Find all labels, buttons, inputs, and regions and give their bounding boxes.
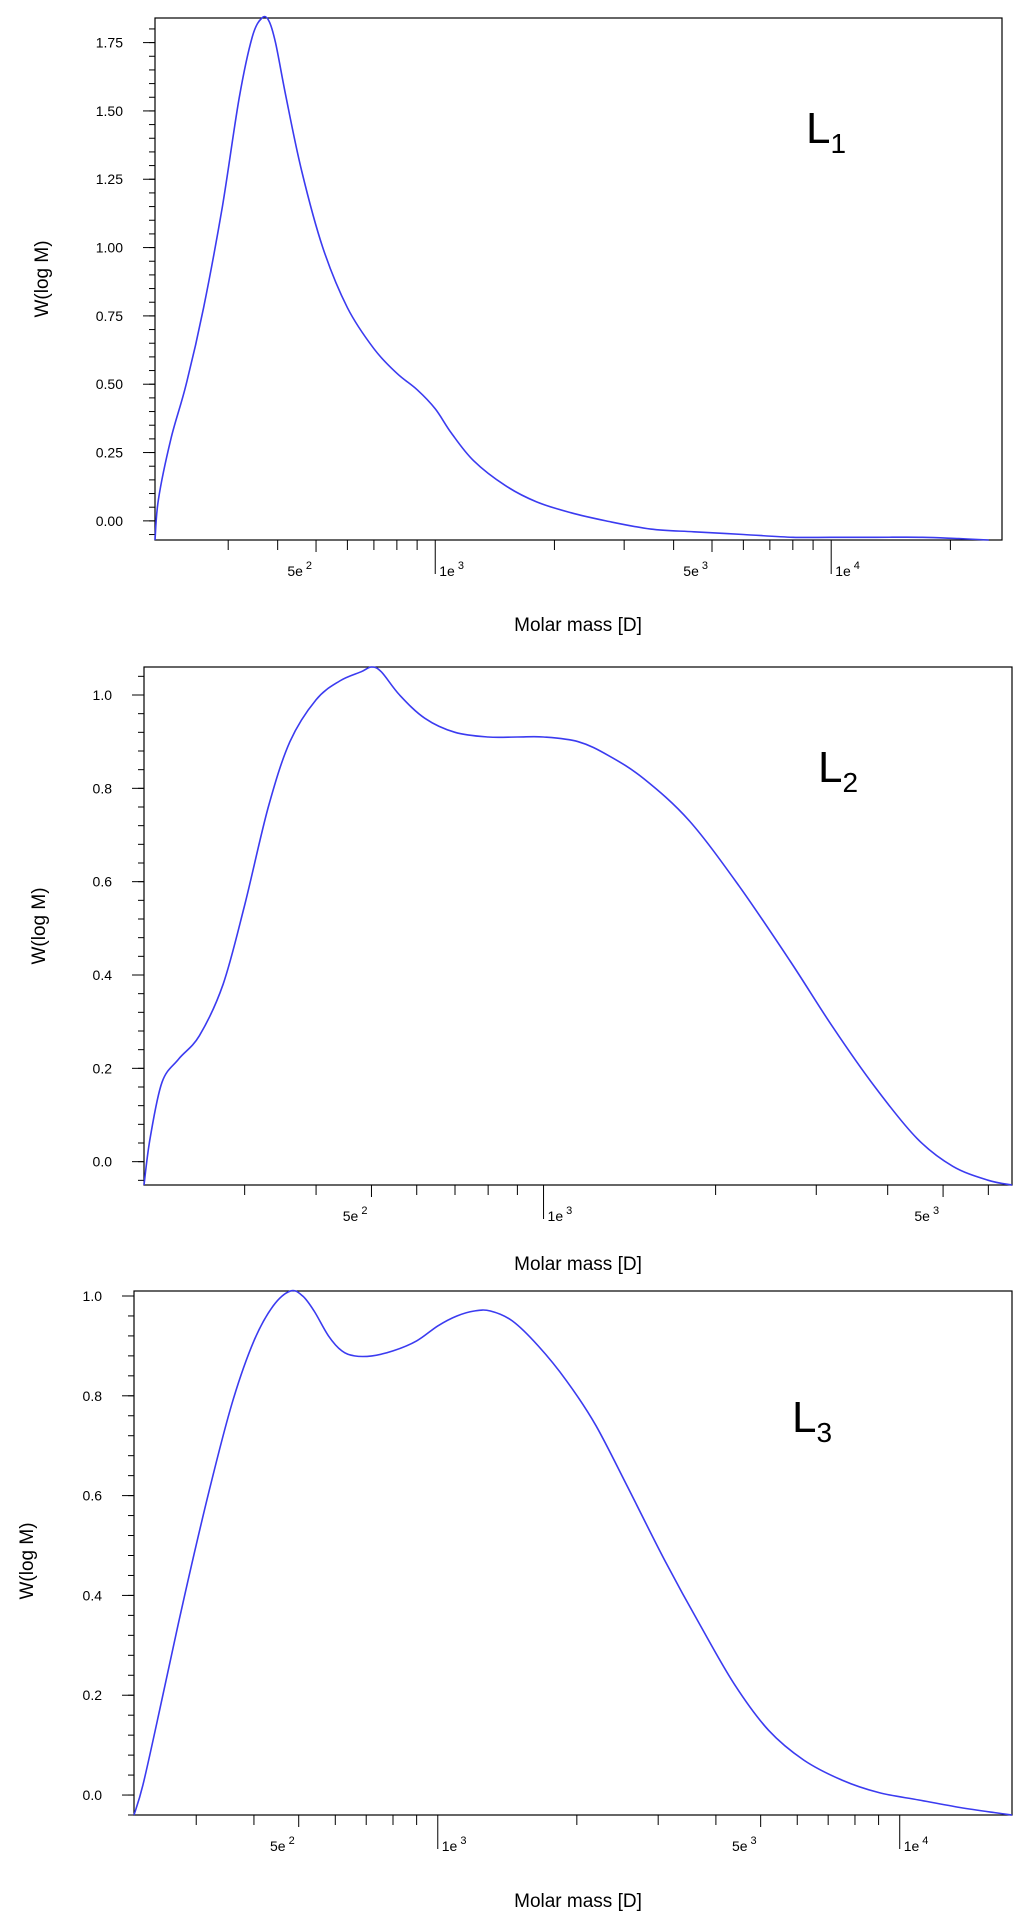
y-tick-label: 0.25 xyxy=(96,445,123,461)
x-tick-mantissa: 1e xyxy=(835,563,851,579)
panel-label: L2 xyxy=(818,743,858,798)
y-tick-label: 0.4 xyxy=(83,1587,103,1603)
y-tick-label: 0.75 xyxy=(96,308,123,324)
panel-label-subscript: 3 xyxy=(816,1417,832,1448)
y-tick-label: 0.00 xyxy=(96,513,123,529)
y-tick-label: 1.50 xyxy=(96,103,123,119)
x-tick-exponent: 3 xyxy=(933,1205,939,1217)
panel-label-subscript: 2 xyxy=(842,767,858,798)
y-axis-title: W(log M) xyxy=(17,1522,38,1599)
x-ticks: 5e 2 1e 3 5e 3 1e 4 xyxy=(227,540,951,579)
x-ticks: 5e 2 1e 3 5e 3 xyxy=(244,1185,989,1224)
x-tick-label: 1e 3 xyxy=(548,1205,573,1224)
y-tick-label: 0.50 xyxy=(96,376,123,392)
x-tick-mantissa: 1e xyxy=(904,1838,920,1854)
x-tick-label: 1e 4 xyxy=(904,1835,929,1854)
plot-frame xyxy=(154,17,1003,541)
chart-panel-1: 0.000.250.500.751.001.251.501.75 5e 2 1e 3 5… xyxy=(32,15,1003,636)
x-tick-label: 1e 4 xyxy=(835,560,860,579)
x-tick-exponent: 2 xyxy=(306,560,312,572)
y-ticks: 0.00 0.25 0.50 0.75 1.00 1.25 1.50 1.75 xyxy=(96,28,155,536)
x-tick-label: 5e 2 xyxy=(287,560,312,579)
x-tick-mantissa: 5e xyxy=(683,563,699,579)
x-tick-label: 5e 3 xyxy=(914,1205,939,1224)
x-tick-exponent: 2 xyxy=(361,1205,367,1217)
y-tick-label: 1.0 xyxy=(83,1288,103,1304)
series-line xyxy=(133,1289,1013,1816)
x-axis-title: Molar mass [D] xyxy=(514,615,642,636)
x-tick-mantissa: 5e xyxy=(270,1838,286,1854)
panel-label-main: L xyxy=(792,1393,816,1442)
series-line xyxy=(143,666,1013,1186)
y-axis-title: W(log M) xyxy=(32,240,53,317)
y-tick-label: 0.0 xyxy=(93,1154,113,1170)
series-line xyxy=(154,15,989,541)
y-tick-label: 0.8 xyxy=(83,1388,103,1404)
x-tick-exponent: 3 xyxy=(566,1205,572,1217)
chart-panel-2: 0.00.20.40.60.81.0 5e 2 1e 3 5e 3 Molar mass … xyxy=(29,666,1013,1275)
y-tick-label: 0.0 xyxy=(83,1787,103,1803)
y-tick-label: 1.0 xyxy=(93,687,113,703)
x-tick-exponent: 3 xyxy=(702,560,708,572)
panel-label-main: L xyxy=(806,104,830,153)
x-tick-mantissa: 5e xyxy=(732,1838,748,1854)
x-axis-title: Molar mass [D] xyxy=(514,1891,642,1912)
x-tick-exponent: 3 xyxy=(458,560,464,572)
y-ticks: 0.0 0.2 0.4 0.6 0.8 1.0 xyxy=(83,1288,134,1816)
panel-label-subscript: 1 xyxy=(830,128,846,159)
y-tick-label: 0.2 xyxy=(93,1060,113,1076)
y-tick-label: 1.75 xyxy=(96,35,123,51)
x-tick-exponent: 4 xyxy=(854,560,860,572)
x-tick-exponent: 4 xyxy=(922,1835,928,1847)
plot-frame xyxy=(133,1290,1013,1816)
panel-label: L1 xyxy=(806,104,846,159)
y-tick-label: 1.25 xyxy=(96,171,123,187)
plot-frame xyxy=(143,666,1013,1186)
x-tick-label: 5e 2 xyxy=(343,1205,368,1224)
y-tick-label: 0.2 xyxy=(83,1687,103,1703)
x-tick-exponent: 3 xyxy=(751,1835,757,1847)
x-tick-mantissa: 1e xyxy=(442,1838,458,1854)
y-ticks: 0.0 0.2 0.4 0.6 0.8 1.0 xyxy=(93,675,144,1181)
panel-label-main: L xyxy=(818,743,842,792)
y-tick-label: 0.6 xyxy=(83,1488,103,1504)
x-tick-mantissa: 5e xyxy=(343,1208,359,1224)
x-axis-title: Molar mass [D] xyxy=(514,1254,642,1275)
x-tick-exponent: 3 xyxy=(460,1835,466,1847)
x-tick-exponent: 2 xyxy=(289,1835,295,1847)
x-tick-label: 1e 3 xyxy=(442,1835,467,1854)
x-tick-mantissa: 5e xyxy=(914,1208,930,1224)
y-tick-label: 0.4 xyxy=(93,967,113,983)
x-tick-label: 5e 2 xyxy=(270,1835,295,1854)
y-axis-title: W(log M) xyxy=(29,887,50,964)
x-tick-mantissa: 1e xyxy=(548,1208,564,1224)
chart-panel-3: 0.00.20.40.60.81.0 5e 2 1e 3 5e 3 1e 4 Molar ma… xyxy=(17,1288,1013,1912)
x-tick-mantissa: 1e xyxy=(439,563,455,579)
y-tick-label: 1.00 xyxy=(96,240,123,256)
x-tick-label: 5e 3 xyxy=(683,560,708,579)
x-tick-mantissa: 5e xyxy=(287,563,303,579)
x-ticks: 5e 2 1e 3 5e 3 1e 4 xyxy=(195,1815,929,1854)
y-tick-label: 0.8 xyxy=(93,780,113,796)
y-tick-label: 0.6 xyxy=(93,874,113,890)
panel-label: L3 xyxy=(792,1393,832,1448)
x-tick-label: 1e 3 xyxy=(439,560,464,579)
x-tick-label: 5e 3 xyxy=(732,1835,757,1854)
